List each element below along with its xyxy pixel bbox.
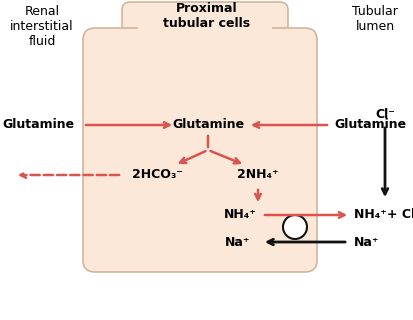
Text: 2HCO₃⁻: 2HCO₃⁻: [132, 169, 183, 181]
Text: 2NH₄⁺: 2NH₄⁺: [237, 169, 278, 181]
Text: NH₄⁺: NH₄⁺: [223, 209, 256, 221]
Text: Glutamine: Glutamine: [171, 118, 244, 132]
Text: Renal
interstitial
fluid: Renal interstitial fluid: [10, 5, 74, 48]
Text: Cl⁻: Cl⁻: [374, 108, 394, 122]
Text: Glutamine: Glutamine: [2, 118, 74, 132]
Polygon shape: [130, 40, 279, 60]
Text: Glutamine: Glutamine: [333, 118, 405, 132]
Text: Tubular
lumen: Tubular lumen: [351, 5, 397, 33]
Text: Na⁺: Na⁺: [225, 236, 250, 249]
Circle shape: [282, 215, 306, 239]
Text: Na⁺: Na⁺: [353, 236, 379, 249]
Text: Proximal
tubular cells: Proximal tubular cells: [163, 2, 250, 30]
FancyBboxPatch shape: [122, 2, 287, 68]
Text: NH₄⁺+ Cl⁻: NH₄⁺+ Cl⁻: [353, 209, 413, 221]
Polygon shape: [138, 25, 271, 45]
FancyBboxPatch shape: [83, 28, 316, 272]
